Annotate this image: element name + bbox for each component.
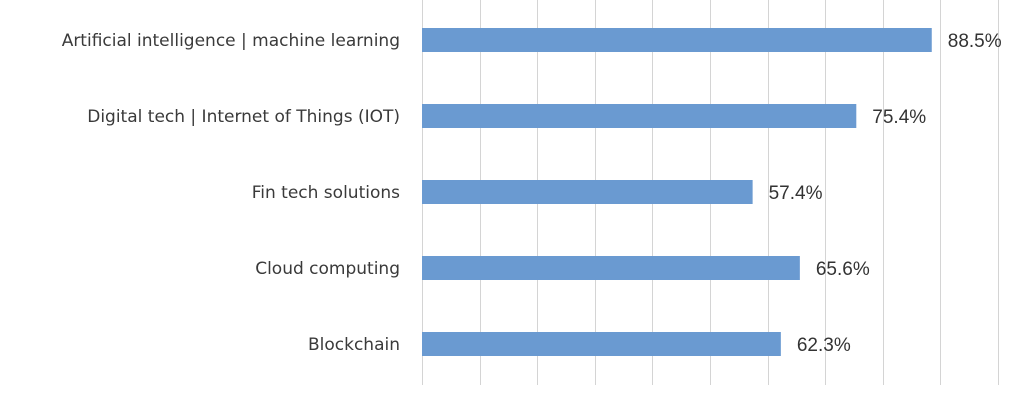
data-label: 75.4% <box>872 107 926 128</box>
bar <box>422 28 932 52</box>
bar <box>422 332 781 356</box>
category-labels: Artificial intelligence | machine learni… <box>62 31 400 355</box>
data-labels: 88.5% 75.4% 57.4% 65.6% 62.3% <box>769 31 1002 356</box>
category-label: Artificial intelligence | machine learni… <box>62 31 400 51</box>
category-label: Digital tech | Internet of Things (IOT) <box>87 107 400 127</box>
data-label: 57.4% <box>769 183 823 204</box>
category-label: Fin tech solutions <box>252 183 400 203</box>
category-label: Blockchain <box>308 335 400 355</box>
bars <box>422 28 932 356</box>
bar <box>422 256 800 280</box>
category-label: Cloud computing <box>255 259 400 279</box>
data-label: 65.6% <box>816 259 870 280</box>
bar <box>422 180 753 204</box>
data-label: 62.3% <box>797 335 851 356</box>
bar <box>422 104 857 128</box>
data-label: 88.5% <box>948 31 1002 52</box>
